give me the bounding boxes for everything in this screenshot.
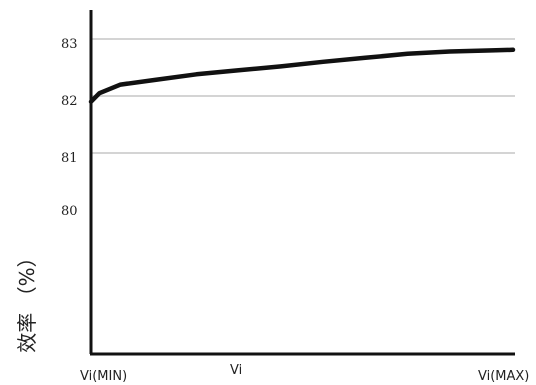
y-tick-label-81: 81 [61, 151, 78, 166]
y-tick-label-80: 80 [61, 204, 78, 219]
y-tick-label-82: 82 [61, 94, 78, 109]
x-tick-min-label: Vi(MIN) [80, 369, 127, 384]
x-axis-label: Vi [230, 363, 242, 378]
y-tick-label-83: 83 [61, 37, 78, 52]
axes-layer [89, 10, 515, 356]
efficiency-line [88, 47, 516, 104]
grid-layer [91, 38, 515, 154]
y-tick-labels: 80 81 82 83 [61, 37, 78, 219]
y-axis-title: 效率 （%） [15, 247, 39, 352]
x-tick-max-label: Vi(MAX) [478, 369, 529, 384]
